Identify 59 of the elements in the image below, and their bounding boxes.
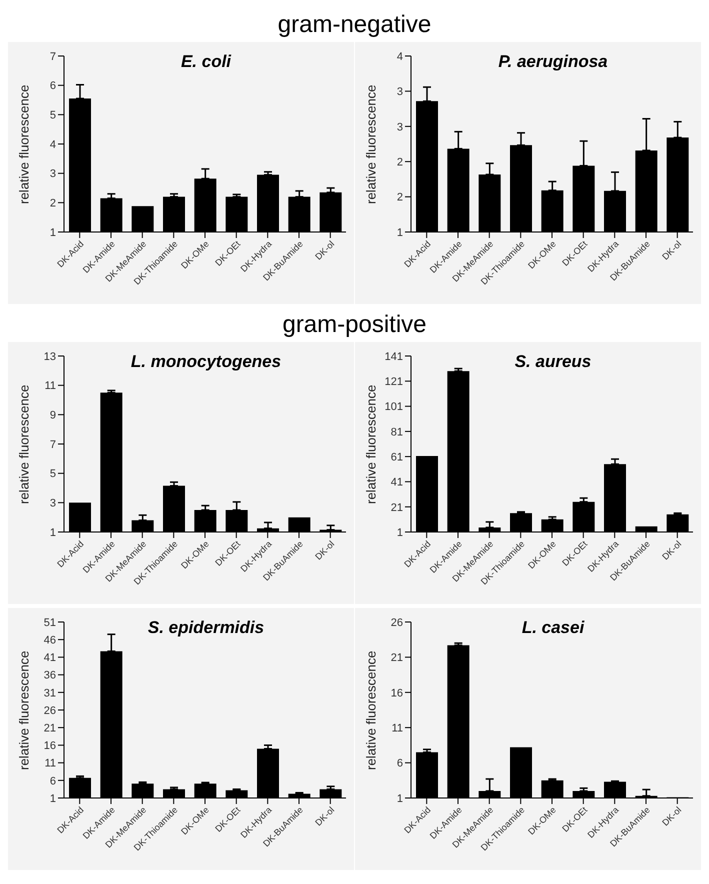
y-tick-label: 6	[50, 80, 56, 92]
y-tick-label: 1	[396, 226, 403, 239]
y-axis-title: relative fluorescence	[364, 384, 379, 504]
y-tick-label: 36	[44, 670, 56, 682]
y-tick-label: 5	[50, 468, 56, 480]
y-tick-label: 21	[390, 652, 403, 664]
y-tick-label: 1	[50, 226, 56, 239]
chart-subtitle: gram-negative	[276, 10, 432, 40]
y-tick-label: 61	[390, 451, 403, 464]
y-axis-title: relative fluorescence	[16, 384, 32, 504]
y-tick-label: 13	[44, 350, 56, 363]
y-tick-label: 41	[390, 476, 403, 489]
y-tick-label: 121	[384, 376, 403, 388]
y-tick-label: 2	[396, 192, 403, 204]
y-tick-label: 11	[44, 380, 56, 392]
y-tick-label: 1	[50, 792, 56, 805]
y-tick-label: 16	[44, 740, 56, 752]
y-tick-label: 6	[50, 775, 56, 788]
y-axis-title: relative fluorescence	[364, 84, 379, 204]
y-tick-label: 2	[396, 156, 403, 169]
y-tick-label: 81	[390, 426, 403, 438]
y-tick-label: 31	[44, 687, 56, 700]
y-tick-label: 101	[384, 401, 403, 414]
y-tick-label: 141	[384, 350, 403, 363]
y-tick-label: 4	[396, 50, 403, 63]
y-tick-label: 3	[396, 121, 403, 134]
y-tick-label: 6	[396, 758, 403, 770]
chart-title: P. aeruginosa	[497, 52, 609, 72]
y-tick-label: 21	[390, 502, 403, 514]
chart-subtitle: gram-positive	[281, 310, 428, 340]
y-tick-label: 1	[396, 792, 403, 805]
y-tick-label: 11	[392, 722, 403, 735]
y-tick-label: 26	[44, 704, 56, 717]
y-tick-label: 21	[44, 722, 56, 735]
y-tick-label: 3	[50, 168, 56, 180]
y-axis-title: relative fluorescence	[16, 650, 32, 770]
chart-title: S. aureus	[514, 352, 592, 372]
y-axis-title: relative fluorescence	[16, 84, 32, 204]
y-tick-label: 5	[50, 110, 56, 122]
y-tick-label: 26	[390, 616, 403, 629]
y-tick-label: 9	[50, 410, 56, 422]
y-tick-label: 46	[44, 634, 56, 647]
y-tick-label: 41	[44, 652, 56, 664]
y-tick-label: 7	[50, 438, 56, 451]
chart-title: S. epidermidis	[146, 618, 266, 638]
y-tick-label: 7	[50, 50, 56, 63]
y-tick-label: 16	[390, 687, 403, 700]
y-tick-label: 3	[50, 498, 56, 510]
y-tick-label: 2	[50, 198, 56, 210]
chart-title: E. coli	[180, 52, 232, 72]
y-tick-label: 51	[44, 616, 56, 629]
y-tick-label: 3	[396, 86, 403, 98]
y-axis-title: relative fluorescence	[364, 650, 379, 770]
y-tick-label: 1	[50, 526, 56, 539]
y-tick-label: 11	[44, 758, 56, 770]
chart-title: L. monocytogenes	[130, 352, 282, 372]
y-tick-label: 4	[50, 138, 56, 151]
chart-title: L. casei	[520, 618, 586, 638]
y-tick-label: 1	[396, 526, 403, 539]
